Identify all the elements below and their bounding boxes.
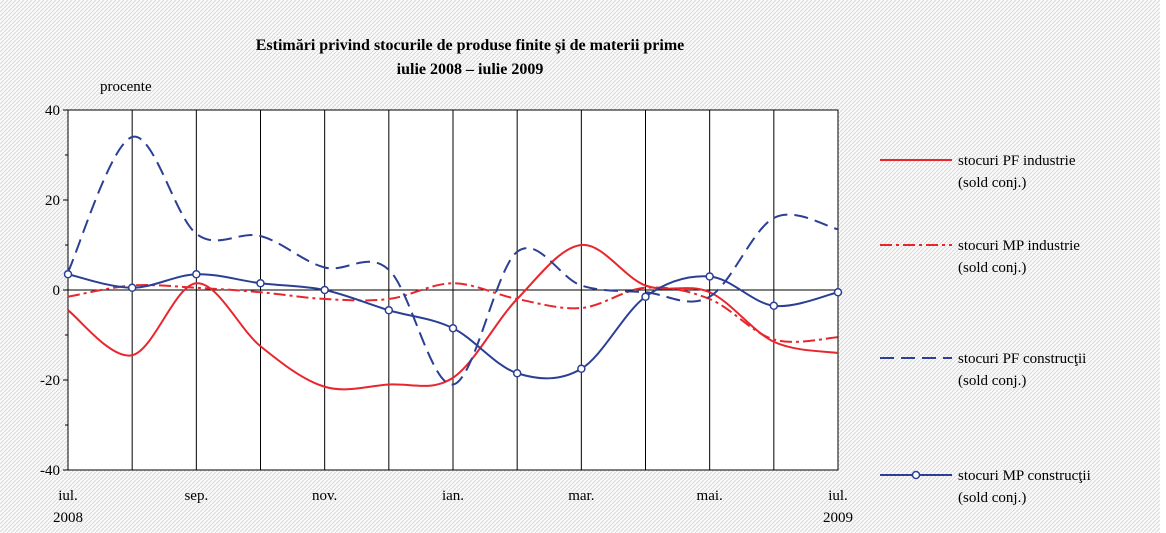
point <box>320 285 329 295</box>
x-tick-label: nov. <box>312 488 337 504</box>
chart-subtitle: iulie 2008 – iulie 2009 <box>397 61 544 78</box>
point <box>448 324 458 333</box>
point <box>256 279 265 288</box>
y-tick-label: -20 <box>40 373 60 389</box>
point <box>512 369 522 378</box>
x-tick-label: ian. <box>442 488 464 504</box>
y-tick-label: 40 <box>45 103 60 119</box>
point <box>127 283 137 292</box>
x-tick-label: iul. 2009 <box>823 488 853 526</box>
y-tick-label: -40 <box>40 463 60 479</box>
point <box>384 306 394 315</box>
legend-label: stocuri MP construcţii (sold conj.) <box>958 468 1091 506</box>
y-tick-label: 20 <box>45 193 60 209</box>
y-tick-label: 0 <box>53 283 61 299</box>
point <box>192 270 201 279</box>
legend-label: stocuri PF construcţii (sold conj.) <box>958 351 1086 389</box>
x-tick-label: sep. <box>184 488 208 504</box>
chart-title: Estimări privind stocurile de produse fi… <box>256 37 685 54</box>
point <box>833 288 843 297</box>
legend-label: stocuri MP industrie (sold conj.) <box>958 238 1080 276</box>
x-tick-label: mai. <box>697 488 723 504</box>
point <box>577 364 586 373</box>
x-tick-label: iul. 2008 <box>53 488 83 526</box>
series-line <box>67 135 839 386</box>
y-axis-label: procente <box>100 79 152 95</box>
legend-marker <box>911 470 921 480</box>
legend-label: stocuri PF industrie (sold conj.) <box>958 153 1076 191</box>
x-tick-label: mar. <box>568 488 594 504</box>
point <box>769 301 779 310</box>
point <box>641 292 650 301</box>
series-line <box>67 282 839 343</box>
point <box>705 272 714 281</box>
series-line <box>67 243 839 391</box>
point <box>63 270 73 279</box>
